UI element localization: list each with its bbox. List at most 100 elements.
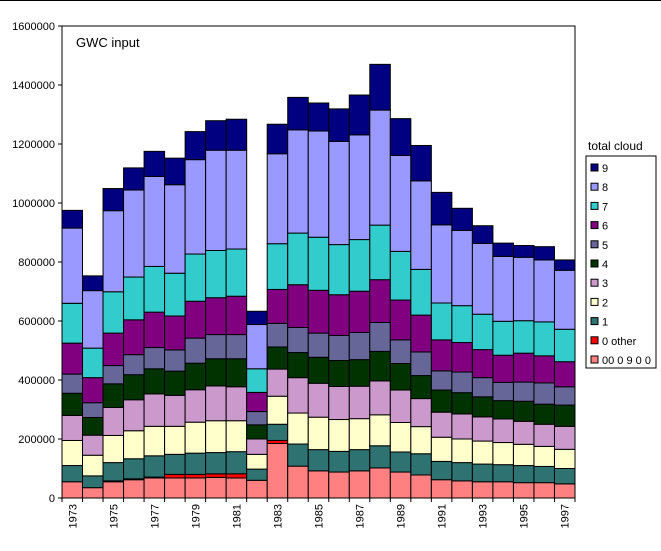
bar-segment <box>61 481 84 499</box>
bar-segment <box>348 134 371 241</box>
bar-segment <box>553 448 576 470</box>
bar-segment <box>348 449 371 472</box>
y-tick-label: 800000 <box>18 257 55 269</box>
bar-segment <box>533 321 555 357</box>
bar-segment <box>164 349 186 372</box>
bar-segment <box>348 359 371 387</box>
bar-segment <box>389 362 412 391</box>
bar-segment <box>225 386 248 422</box>
bar-group <box>61 63 576 499</box>
bar-segment <box>471 463 494 483</box>
bar-segment <box>451 229 473 307</box>
bar-segment <box>471 440 494 465</box>
bar-segment <box>328 108 350 142</box>
bar-segment <box>512 381 535 402</box>
bar-segment <box>143 425 166 457</box>
bar-segment <box>410 398 432 428</box>
bar-segment <box>123 167 145 191</box>
bar-segment <box>123 374 145 401</box>
bar-segment <box>410 426 432 455</box>
bar-segment <box>246 324 268 370</box>
bar-segment <box>61 227 84 304</box>
bar-segment <box>184 421 207 454</box>
bar-segment <box>102 481 125 499</box>
bar-segment <box>225 358 248 388</box>
bar-segment <box>348 239 371 292</box>
bar-segment <box>410 474 432 499</box>
bar-segment <box>512 244 535 258</box>
y-tick-label: 600000 <box>18 316 55 328</box>
bar-segment <box>369 63 391 111</box>
bar-segment <box>369 279 391 323</box>
bar-segment <box>61 342 84 375</box>
bar-segment <box>61 302 84 344</box>
bar-segment <box>266 368 289 397</box>
bar-segment <box>102 462 125 482</box>
bar-segment <box>328 385 350 421</box>
bar-segment <box>266 288 289 324</box>
bar-segment <box>205 452 227 475</box>
legend-label: 2 <box>602 297 608 309</box>
bar-segment <box>266 123 289 155</box>
bar-segment <box>307 289 330 334</box>
bar-segment <box>430 191 453 226</box>
bar-segment <box>307 332 330 358</box>
bar-segment <box>430 302 453 341</box>
bar-segment <box>553 328 576 363</box>
bar-segment <box>82 290 104 349</box>
legend-label: 3 <box>602 278 608 290</box>
bar-segment <box>266 322 289 348</box>
bar-segment <box>61 465 84 483</box>
bar-segment <box>369 109 391 226</box>
bar-segment <box>143 347 166 370</box>
bar-segment <box>287 377 309 414</box>
bar-segment <box>492 255 514 322</box>
legend: total cloud 9 8 7 6 5 4 3 2 1 0 other 00 0 9 0 0 <box>585 139 657 369</box>
x-tick-label: 1995 <box>519 504 531 528</box>
bar-segment <box>471 349 494 379</box>
bar-segment <box>512 465 535 484</box>
legend-label: 4 <box>602 259 608 271</box>
bar-segment <box>492 464 514 483</box>
bar-segment <box>369 445 391 469</box>
y-axis: 0 200000 400000 600000 800000 1000000 1200000 1… <box>12 21 62 505</box>
bar-segment <box>430 339 453 372</box>
bar-segment <box>205 476 227 499</box>
bar-segment <box>328 140 350 246</box>
bar-segment <box>61 373 84 394</box>
bar-segment <box>205 334 227 360</box>
bar-segment <box>82 377 104 404</box>
bar-segment <box>430 460 453 481</box>
bar-segment <box>225 149 248 250</box>
bar-segment <box>553 361 576 388</box>
bar-segment <box>287 232 309 286</box>
bar-segment <box>205 249 227 299</box>
bar-segment <box>553 483 576 499</box>
x-tick-label: 1989 <box>396 504 408 528</box>
bar-segment <box>287 352 309 379</box>
bar-segment <box>369 350 391 382</box>
bar-segment <box>533 355 555 384</box>
bar-segment <box>225 451 248 475</box>
bar-segment <box>348 332 371 361</box>
y-tick-label: 1000000 <box>12 198 55 210</box>
bar-segment <box>512 352 535 383</box>
bar-segment <box>143 311 166 349</box>
bar-segment <box>184 253 207 302</box>
bar-segment <box>369 224 391 281</box>
bar-segment <box>389 421 412 453</box>
bar-segment <box>102 332 125 367</box>
bar-segment <box>451 480 473 499</box>
bar-segment <box>348 290 371 334</box>
legend-swatch <box>590 240 599 249</box>
bar-segment <box>102 188 125 212</box>
bar-segment <box>430 224 453 304</box>
bar-segment <box>410 268 432 316</box>
legend-label: 00 0 9 0 0 <box>602 355 651 367</box>
x-tick-label: 1987 <box>355 504 367 528</box>
bar-segment <box>164 272 186 317</box>
bar-segment <box>471 396 494 418</box>
bar-segment <box>164 473 186 479</box>
bar-segment <box>123 319 145 356</box>
bar-segment <box>143 368 166 395</box>
